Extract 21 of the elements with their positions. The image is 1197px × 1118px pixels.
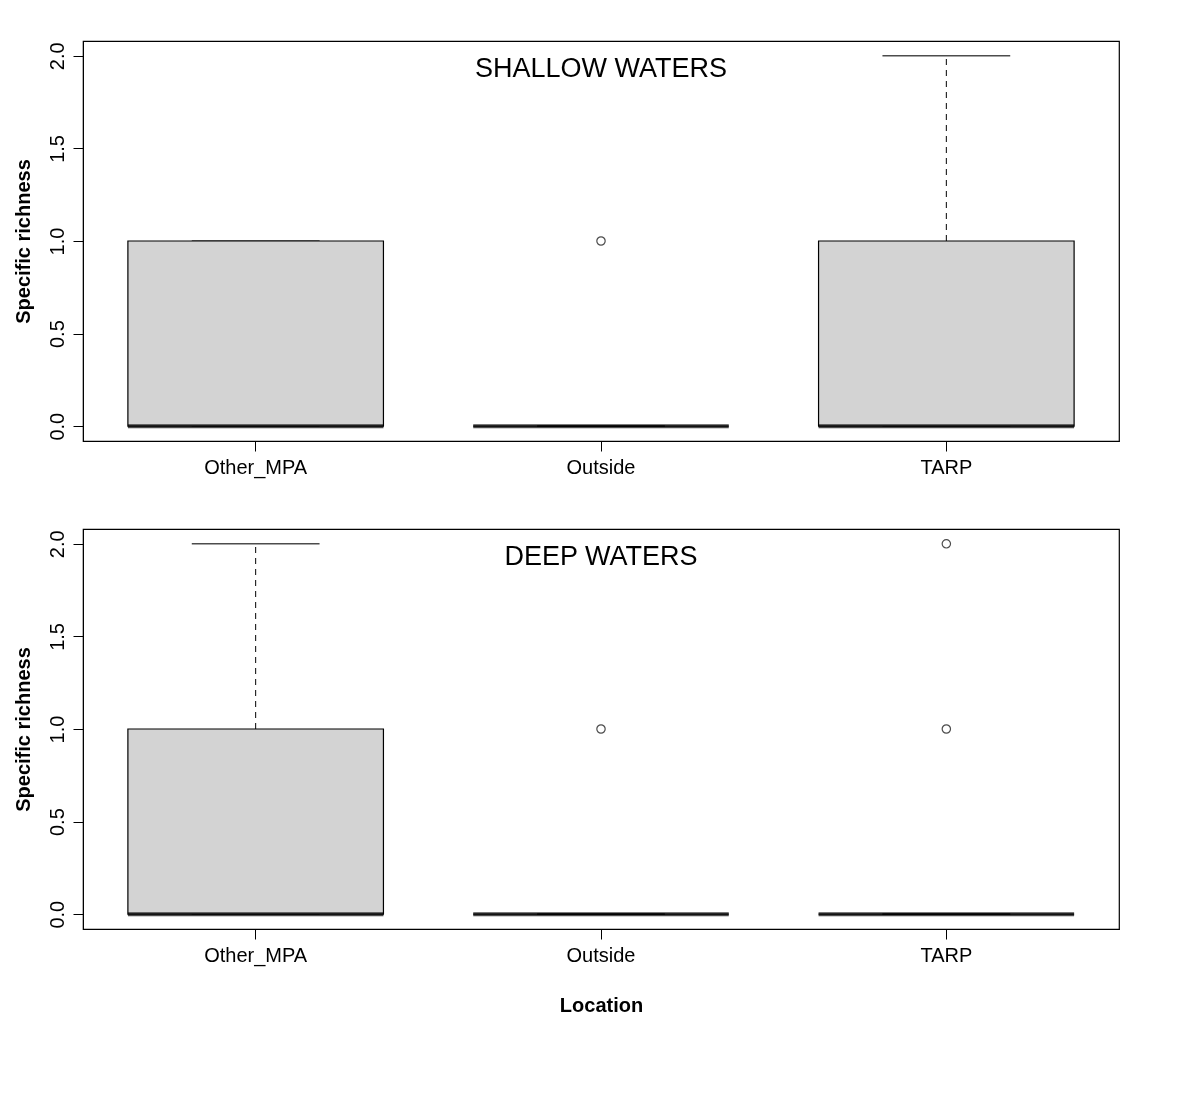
y-tick-label: 1.0 bbox=[45, 715, 68, 744]
y-axis-title: Specific richness bbox=[11, 647, 34, 812]
y-tick-label: 0.0 bbox=[45, 900, 68, 929]
y-tick-label: 2.0 bbox=[45, 530, 68, 559]
x-tick-label: TARP bbox=[920, 943, 973, 966]
x-tick-label: Outside bbox=[566, 943, 636, 966]
x-tick-label: Other_MPA bbox=[204, 455, 308, 479]
y-tick-label: 0.0 bbox=[45, 412, 68, 441]
x-tick-label: TARP bbox=[920, 455, 973, 478]
chart-title: DEEP WATERS bbox=[504, 541, 698, 571]
y-tick-label: 1.5 bbox=[45, 623, 68, 651]
y-tick-label: 1.0 bbox=[45, 227, 68, 256]
y-tick-label: 2.0 bbox=[45, 42, 68, 71]
y-tick-label: 0.5 bbox=[45, 320, 68, 348]
x-tick-label: Other_MPA bbox=[204, 943, 308, 967]
x-axis-title: Location bbox=[559, 993, 644, 1016]
y-tick-label: 1.5 bbox=[45, 135, 68, 163]
chart-title: SHALLOW WATERS bbox=[474, 53, 728, 83]
y-axis-title: Specific richness bbox=[11, 159, 34, 324]
x-tick-label: Outside bbox=[566, 455, 636, 478]
y-tick-label: 0.5 bbox=[45, 808, 68, 836]
